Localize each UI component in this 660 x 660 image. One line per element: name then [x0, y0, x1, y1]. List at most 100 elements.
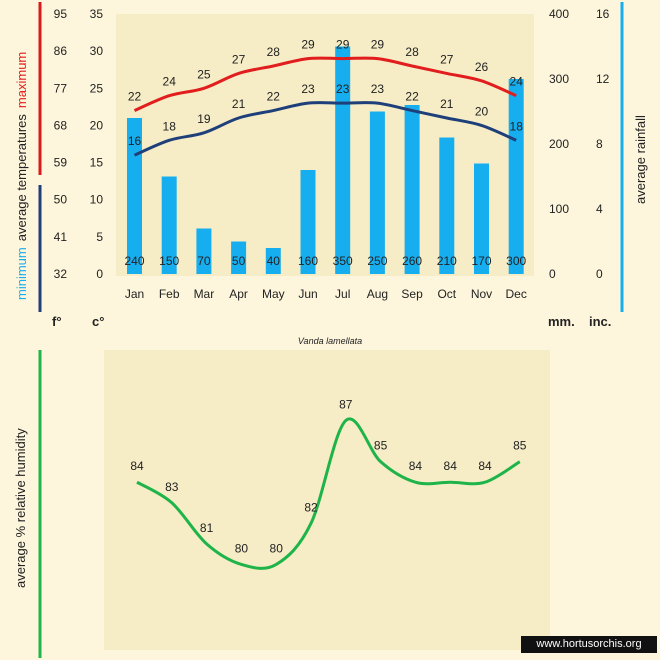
month-label: Jul: [335, 287, 350, 301]
max-temp-label: 28: [267, 45, 281, 59]
humidity-plot-area: [104, 350, 550, 650]
rainfall-inch-tick-label: 16: [596, 7, 610, 21]
month-label: Sep: [401, 287, 423, 301]
rainfall-value-label: 70: [197, 254, 211, 268]
rainfall-inch-tick-label: 0: [596, 267, 603, 281]
humidity-value-label: 85: [374, 439, 388, 453]
fahrenheit-unit: f°: [52, 314, 62, 329]
humidity-value-label: 82: [304, 500, 318, 514]
rainfall-bar-mar: [196, 228, 212, 274]
humidity-value-label: 81: [200, 521, 214, 535]
rainfall-value-label: 300: [506, 254, 526, 268]
rainfall-mm-tick-label: 400: [549, 7, 569, 21]
rainfall-value-label: 150: [159, 254, 179, 268]
humidity-value-label: 80: [270, 541, 284, 555]
max-temp-label: 24: [163, 75, 177, 89]
rainfall-value-label: 210: [437, 254, 457, 268]
celsius-tick-label: 30: [90, 44, 104, 58]
min-temp-label: 18: [163, 119, 177, 133]
humidity-value-label: 87: [339, 398, 353, 412]
rainfall-value-label: 50: [232, 254, 246, 268]
month-label: Jun: [298, 287, 317, 301]
humidity-value-label: 84: [478, 459, 492, 473]
chart-title: Vanda lamellata: [298, 336, 362, 346]
min-temp-label: 20: [475, 104, 489, 118]
rainfall-inch-tick-label: 8: [596, 137, 603, 151]
min-temp-label: 23: [371, 82, 385, 96]
min-temp-label: 16: [128, 134, 142, 148]
rainfall-bar-oct: [439, 137, 455, 274]
min-temp-label: 23: [301, 82, 315, 96]
rainfall-bar-dec: [508, 79, 524, 274]
rainfall-bar-sep: [404, 105, 420, 274]
min-temp-label: 23: [336, 82, 350, 96]
rainfall-inch-tick-label: 4: [596, 202, 603, 216]
rainfall-bar-feb: [161, 176, 177, 274]
fahrenheit-tick-label: 59: [54, 156, 68, 170]
month-label: Nov: [471, 287, 492, 301]
celsius-tick-label: 0: [96, 267, 103, 281]
rainfall-mm-tick-label: 200: [549, 137, 569, 151]
inch-unit: inc.: [589, 314, 611, 329]
fahrenheit-tick-label: 41: [54, 230, 68, 244]
celsius-tick-label: 35: [90, 7, 104, 21]
max-temp-label: 29: [301, 38, 315, 52]
temperature-rainfall-plot-area: [116, 14, 534, 276]
humidity-value-label: 83: [165, 480, 179, 494]
humidity-value-label: 84: [130, 459, 144, 473]
humidity-value-label: 80: [235, 541, 249, 555]
rainfall-value-label: 170: [471, 254, 491, 268]
max-temp-label: 29: [336, 38, 350, 52]
fahrenheit-tick-label: 95: [54, 7, 68, 21]
rainfall-bar-jul: [335, 46, 351, 274]
min-temp-label: 21: [232, 97, 246, 111]
rainfall-value-label: 240: [124, 254, 144, 268]
month-label: May: [262, 287, 285, 301]
rainfall-mm-tick-label: 300: [549, 72, 569, 86]
fahrenheit-tick-label: 50: [54, 193, 68, 207]
rainfall-value-label: 40: [267, 254, 281, 268]
month-label: Aug: [367, 287, 388, 301]
max-temperature-line: [133, 56, 517, 112]
celsius-unit: c°: [92, 314, 104, 329]
rainfall-value-label: 160: [298, 254, 318, 268]
celsius-tick-label: 25: [90, 81, 104, 95]
max-temp-label: 22: [128, 90, 142, 104]
fahrenheit-tick-label: 32: [54, 267, 68, 281]
max-temp-label: 28: [405, 45, 419, 59]
rainfall-mm-tick-label: 0: [549, 267, 556, 281]
month-label: Oct: [437, 287, 456, 301]
humidity-value-label: 85: [513, 439, 527, 453]
max-temp-label: 29: [371, 38, 385, 52]
rainfall-mm-tick-label: 100: [549, 202, 569, 216]
rainfall-inch-tick-label: 12: [596, 72, 610, 86]
max-temp-label: 27: [232, 52, 246, 66]
celsius-tick-label: 20: [90, 118, 104, 132]
fahrenheit-tick-label: 86: [54, 44, 68, 58]
min-temp-label: 19: [197, 112, 211, 126]
min-temp-label: 22: [405, 90, 419, 104]
rainfall-value-label: 350: [333, 254, 353, 268]
celsius-tick-label: 5: [96, 230, 103, 244]
credit-badge: www.hortusorchis.org: [521, 636, 657, 653]
month-label: Feb: [159, 287, 180, 301]
min-temp-label: 21: [440, 97, 454, 111]
min-temp-label: 18: [510, 119, 524, 133]
rainfall-bar-jan: [127, 118, 142, 274]
month-label: Apr: [229, 287, 248, 301]
millimeter-unit: mm.: [548, 314, 575, 329]
rainfall-value-label: 250: [367, 254, 387, 268]
left-axis-title: minimumaverage temperaturesmaximum: [14, 52, 29, 300]
rainfall-bar-apr: [231, 241, 247, 274]
humidity-value-label: 84: [444, 459, 458, 473]
fahrenheit-tick-label: 68: [54, 118, 68, 132]
max-temp-label: 24: [510, 75, 524, 89]
fahrenheit-tick-label: 77: [54, 81, 68, 95]
celsius-tick-label: 10: [90, 193, 104, 207]
right-axis-title: average rainfall: [633, 115, 648, 204]
humidity-value-label: 84: [409, 459, 423, 473]
month-label: Dec: [506, 287, 527, 301]
min-temperature-line: [133, 101, 517, 157]
max-temp-label: 26: [475, 60, 489, 74]
